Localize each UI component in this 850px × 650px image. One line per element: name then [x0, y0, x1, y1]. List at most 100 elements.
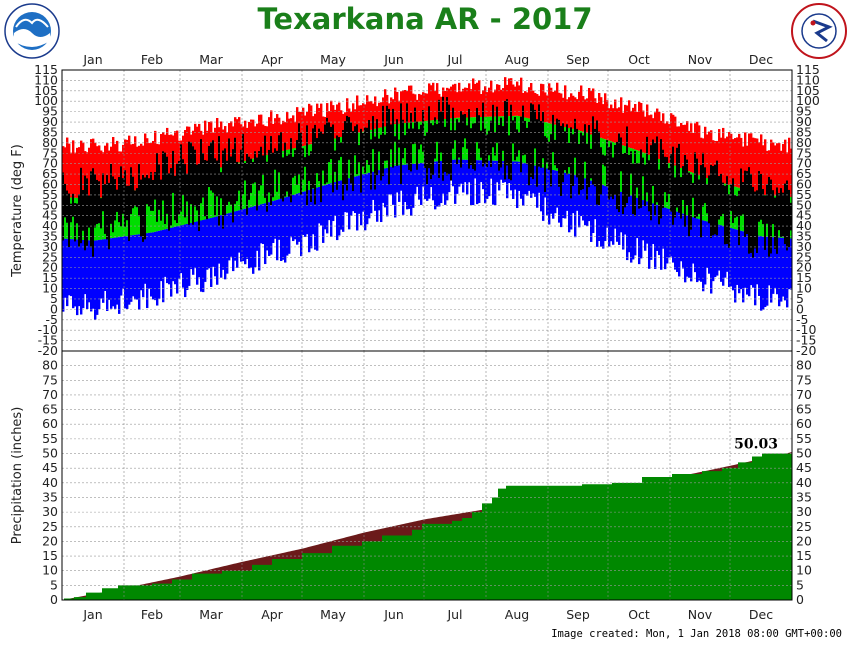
observed-temp-bar — [182, 159, 185, 196]
normal-range-bar — [146, 187, 149, 234]
observed-temp-bar — [652, 139, 655, 186]
record-low-bar — [716, 224, 719, 276]
record-low-bar — [248, 207, 251, 269]
observed-temp-bar — [134, 190, 137, 207]
observed-temp-bar — [554, 139, 557, 166]
record-high-bar — [302, 107, 305, 147]
record-high-bar — [626, 105, 629, 147]
observed-temp-bar — [336, 135, 339, 190]
record-high-bar — [468, 83, 471, 118]
observed-temp-bar — [274, 148, 277, 170]
record-high-bar — [380, 102, 383, 128]
observed-temp-bar — [620, 137, 623, 172]
record-low-bar — [146, 233, 149, 309]
record-high-bar — [458, 82, 461, 118]
observed-temp-bar — [592, 116, 595, 185]
record-low-bar — [320, 186, 323, 226]
normal-range-bar — [394, 124, 397, 166]
observed-temp-bar — [476, 107, 479, 143]
record-low-bar — [708, 222, 711, 274]
record-high-bar — [366, 95, 369, 131]
record-low-bar — [288, 196, 291, 254]
observed-temp-bar — [644, 164, 647, 207]
record-low-bar — [574, 175, 577, 238]
record-low-bar — [66, 238, 69, 307]
month-label-bottom: Aug — [505, 607, 529, 622]
observed-temp-bar — [586, 143, 589, 200]
observed-temp-bar — [468, 109, 471, 169]
record-high-bar — [332, 105, 335, 139]
record-low-bar — [152, 232, 155, 300]
record-low-bar — [166, 228, 169, 284]
normal-range-bar — [122, 192, 125, 237]
observed-temp-bar — [344, 121, 347, 185]
record-low-bar — [766, 236, 769, 306]
observed-temp-bar — [656, 136, 659, 203]
temp-tick-label-right: -15 — [796, 333, 816, 348]
observed-temp-bar — [136, 188, 139, 208]
observed-temp-bar — [340, 142, 343, 157]
record-low-bar — [62, 238, 65, 312]
temp-tick-label-right: 25 — [796, 249, 812, 264]
observed-temp-bar — [104, 184, 107, 234]
record-high-bar — [722, 127, 725, 183]
record-low-bar — [592, 181, 595, 234]
record-high-bar — [786, 152, 789, 197]
temp-tick-label-right: 100 — [796, 93, 820, 108]
record-low-bar — [132, 235, 135, 297]
record-high-bar — [94, 142, 97, 199]
observed-temp-bar — [708, 175, 711, 224]
record-high-bar — [78, 147, 81, 199]
record-high-bar — [554, 90, 557, 125]
temp-tick-label-left: 65 — [42, 166, 58, 181]
record-low-bar — [712, 223, 715, 282]
record-high-bar — [90, 139, 93, 199]
observed-temp-bar — [190, 142, 193, 205]
observed-temp-bar — [62, 172, 65, 241]
observed-temp-bar — [678, 143, 681, 213]
observed-temp-bar — [560, 125, 563, 196]
observed-temp-bar — [594, 128, 597, 187]
record-high-bar — [170, 134, 173, 182]
temp-tick-label-left: 60 — [42, 176, 58, 191]
record-low-bar — [142, 233, 145, 298]
record-high-bar — [610, 104, 613, 142]
observed-temp-bar — [712, 166, 715, 236]
observed-temp-bar — [424, 135, 427, 169]
record-low-bar — [576, 175, 579, 211]
record-low-bar — [222, 214, 225, 270]
month-label-bottom: Nov — [688, 607, 713, 622]
observed-temp-bar — [498, 125, 501, 171]
record-high-bar — [254, 126, 257, 159]
observed-temp-bar — [682, 166, 685, 200]
record-low-bar — [90, 240, 93, 312]
record-high-bar — [146, 138, 149, 188]
record-low-bar — [300, 192, 303, 257]
record-high-bar — [740, 137, 743, 189]
normal-range-bar — [64, 197, 67, 239]
record-high-bar — [402, 90, 405, 124]
record-low-bar — [628, 194, 631, 253]
normal-range-bar — [340, 137, 343, 181]
record-low-bar — [484, 160, 487, 204]
precip-tick-label-right: 35 — [796, 489, 812, 504]
observed-temp-bar — [512, 120, 515, 144]
observed-temp-bar — [220, 172, 223, 199]
record-high-bar — [720, 137, 723, 183]
record-high-bar — [444, 90, 447, 120]
record-low-bar — [282, 198, 285, 260]
observed-temp-bar — [440, 111, 443, 153]
record-low-bar — [626, 194, 629, 261]
observed-temp-bar — [198, 163, 201, 232]
record-low-bar — [618, 191, 621, 245]
record-high-bar — [424, 93, 427, 122]
record-low-bar — [642, 200, 645, 241]
record-low-bar — [488, 160, 491, 197]
observed-temp-bar — [568, 142, 571, 168]
record-high-bar — [216, 118, 219, 169]
record-low-bar — [64, 238, 67, 298]
record-low-bar — [546, 168, 549, 216]
record-low-bar — [526, 163, 529, 196]
record-high-bar — [334, 109, 337, 139]
observed-temp-bar — [444, 126, 447, 172]
